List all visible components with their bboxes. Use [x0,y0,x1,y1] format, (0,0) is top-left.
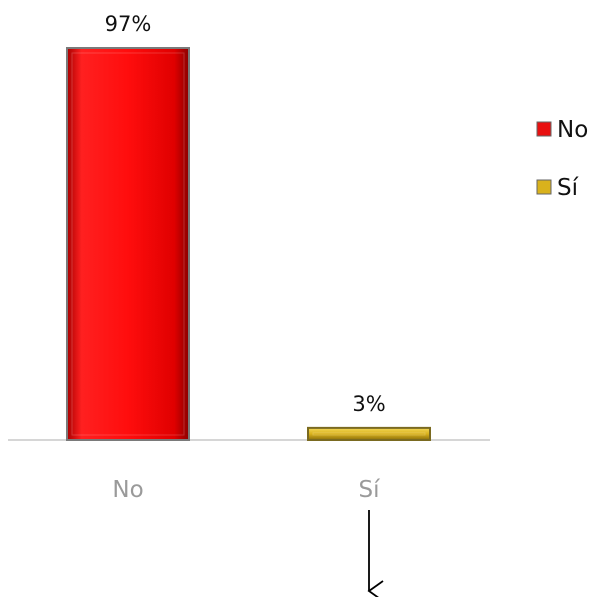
bar-bevel-no [71,52,185,436]
bars-layer [66,47,431,441]
category-label-si: Sí [359,477,381,503]
legend-swatch-si [536,179,552,195]
legend: No Sí [536,117,588,201]
legend-swatch-no [536,121,552,137]
bar-no [66,47,190,441]
legend-label-no: No [557,117,588,143]
bar-si [307,426,431,441]
legend-label-si: Sí [557,175,579,201]
data-labels-layer: 97% 3% [105,12,386,416]
category-label-no: No [112,477,143,503]
data-label-no: 97% [105,12,152,36]
bar-bevel-si [312,432,426,436]
category-labels-layer: No Sí [112,477,380,503]
data-label-si: 3% [352,392,385,416]
